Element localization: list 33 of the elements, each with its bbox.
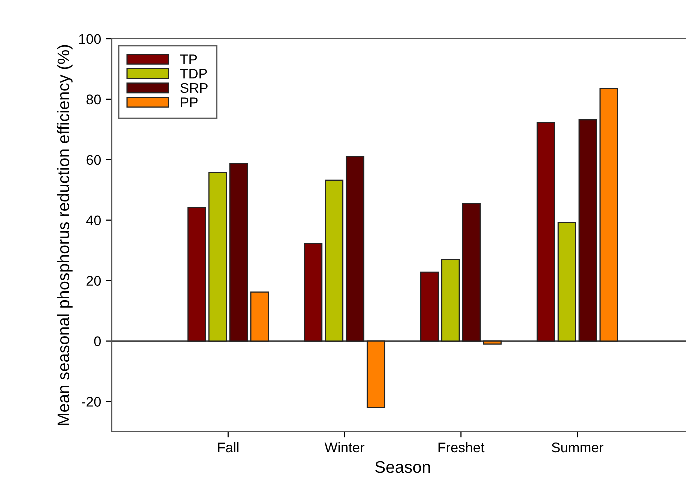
bar bbox=[346, 156, 365, 342]
bar bbox=[483, 340, 502, 345]
bar bbox=[600, 88, 618, 342]
bar bbox=[441, 259, 460, 342]
y-tick-label: 100 bbox=[79, 34, 102, 44]
y-tick-label: 20 bbox=[86, 276, 102, 286]
bar bbox=[188, 207, 206, 342]
x-tick-label: Summer bbox=[552, 442, 604, 453]
bar bbox=[230, 163, 248, 342]
y-tick-label: 80 bbox=[86, 94, 102, 105]
x-tick-label: Freshet bbox=[438, 442, 485, 453]
y-tick-label: -20 bbox=[82, 397, 102, 407]
y-tick-label: 40 bbox=[86, 216, 102, 226]
bar bbox=[578, 119, 598, 342]
x-axis-title: Season bbox=[375, 461, 430, 474]
bar bbox=[558, 222, 576, 342]
bar bbox=[366, 340, 386, 408]
bar bbox=[462, 203, 481, 342]
y-tick-label: 0 bbox=[94, 336, 102, 346]
bar bbox=[304, 243, 323, 342]
bar bbox=[208, 172, 228, 342]
y-tick-label: 60 bbox=[86, 155, 102, 166]
legend-label: TP bbox=[180, 54, 198, 64]
legend-label: SRP bbox=[180, 83, 208, 94]
bar bbox=[325, 180, 344, 342]
bar bbox=[536, 122, 556, 342]
x-tick-label: Winter bbox=[324, 442, 365, 453]
bar bbox=[250, 292, 270, 342]
legend-label: TDP bbox=[180, 69, 208, 79]
bar bbox=[420, 272, 440, 342]
legend-label: PP bbox=[181, 98, 198, 108]
x-tick-label: Fall bbox=[218, 442, 239, 453]
y-axis-title: Mean seasonal phosphorus reduction efficiency (%) bbox=[57, 45, 73, 426]
